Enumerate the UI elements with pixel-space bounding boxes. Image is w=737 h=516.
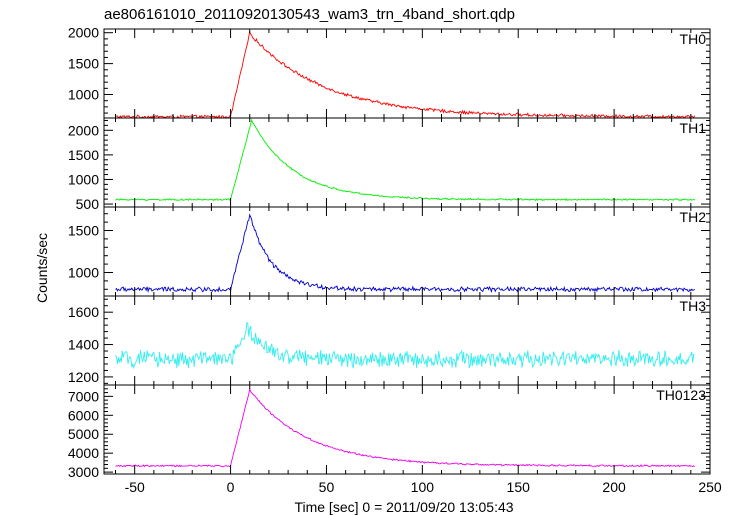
chart-title: ae806161010_20110920130543_wam3_trn_4ban… <box>104 6 515 23</box>
panel-label: TH0123 <box>656 387 706 403</box>
y-tick-label: 1000 <box>68 264 99 280</box>
panel-label: TH2 <box>680 209 707 225</box>
y-tick-label: 500 <box>76 196 100 212</box>
series-line-th3 <box>115 321 695 370</box>
panel-th0: TH0 1000 1500 2000 <box>68 25 711 119</box>
y-tick-label: 1500 <box>68 147 99 163</box>
panel-label: TH3 <box>680 298 707 314</box>
y-tick-label: 6000 <box>68 407 99 423</box>
panel-frame <box>103 206 711 297</box>
y-tick-label: 1200 <box>68 369 99 385</box>
series-line-th1 <box>115 118 695 202</box>
y-tick-label: 1600 <box>68 304 99 320</box>
y-tick-label: 3000 <box>68 464 99 480</box>
y-tick-label: 1500 <box>68 223 99 239</box>
panel-th1: TH1 500 1000 1500 2000 <box>68 117 711 212</box>
x-tick-label: 150 <box>507 479 531 495</box>
panel-th2: TH2 1000 1500 <box>68 206 711 297</box>
y-tick-label: 2000 <box>68 122 99 138</box>
x-tick-label: 200 <box>602 479 626 495</box>
x-tick-label: 100 <box>411 479 435 495</box>
panel-th0123: TH0123 3000 4000 5000 6000 7000 <box>68 384 711 480</box>
panel-frame <box>103 295 711 386</box>
x-axis-label: Time [sec] 0 = 2011/09/20 13:05:43 <box>294 499 513 515</box>
y-tick-label: 4000 <box>68 445 99 461</box>
x-tick-label: 250 <box>698 479 722 495</box>
y-tick-label: 5000 <box>68 426 99 442</box>
x-tick-label: 50 <box>319 479 335 495</box>
y-tick-label: 7000 <box>68 388 99 404</box>
y-tick-label: 1400 <box>68 337 99 353</box>
panel-frame <box>103 28 711 119</box>
series-line-th2 <box>115 213 695 293</box>
x-tick-label: 0 <box>227 479 235 495</box>
y-tick-label: 1000 <box>68 171 99 187</box>
panel-frame <box>103 384 711 475</box>
x-tick-label: -50 <box>125 479 145 495</box>
panel-th3: TH3 1200 1400 1600 <box>68 295 711 386</box>
y-tick-label: 1000 <box>68 87 99 103</box>
panels: TH0100015002000TH1500100015002000TH21000… <box>68 25 722 495</box>
y-tick-label: 1500 <box>68 56 99 72</box>
series-line-th0 <box>115 29 696 118</box>
series-line-th0123 <box>115 387 695 468</box>
y-axis-label: Counts/sec <box>34 233 50 303</box>
panel-frame <box>103 117 711 208</box>
panel-label: TH1 <box>680 120 707 136</box>
y-tick-label: 2000 <box>68 25 99 41</box>
panel-label: TH0 <box>680 31 707 47</box>
